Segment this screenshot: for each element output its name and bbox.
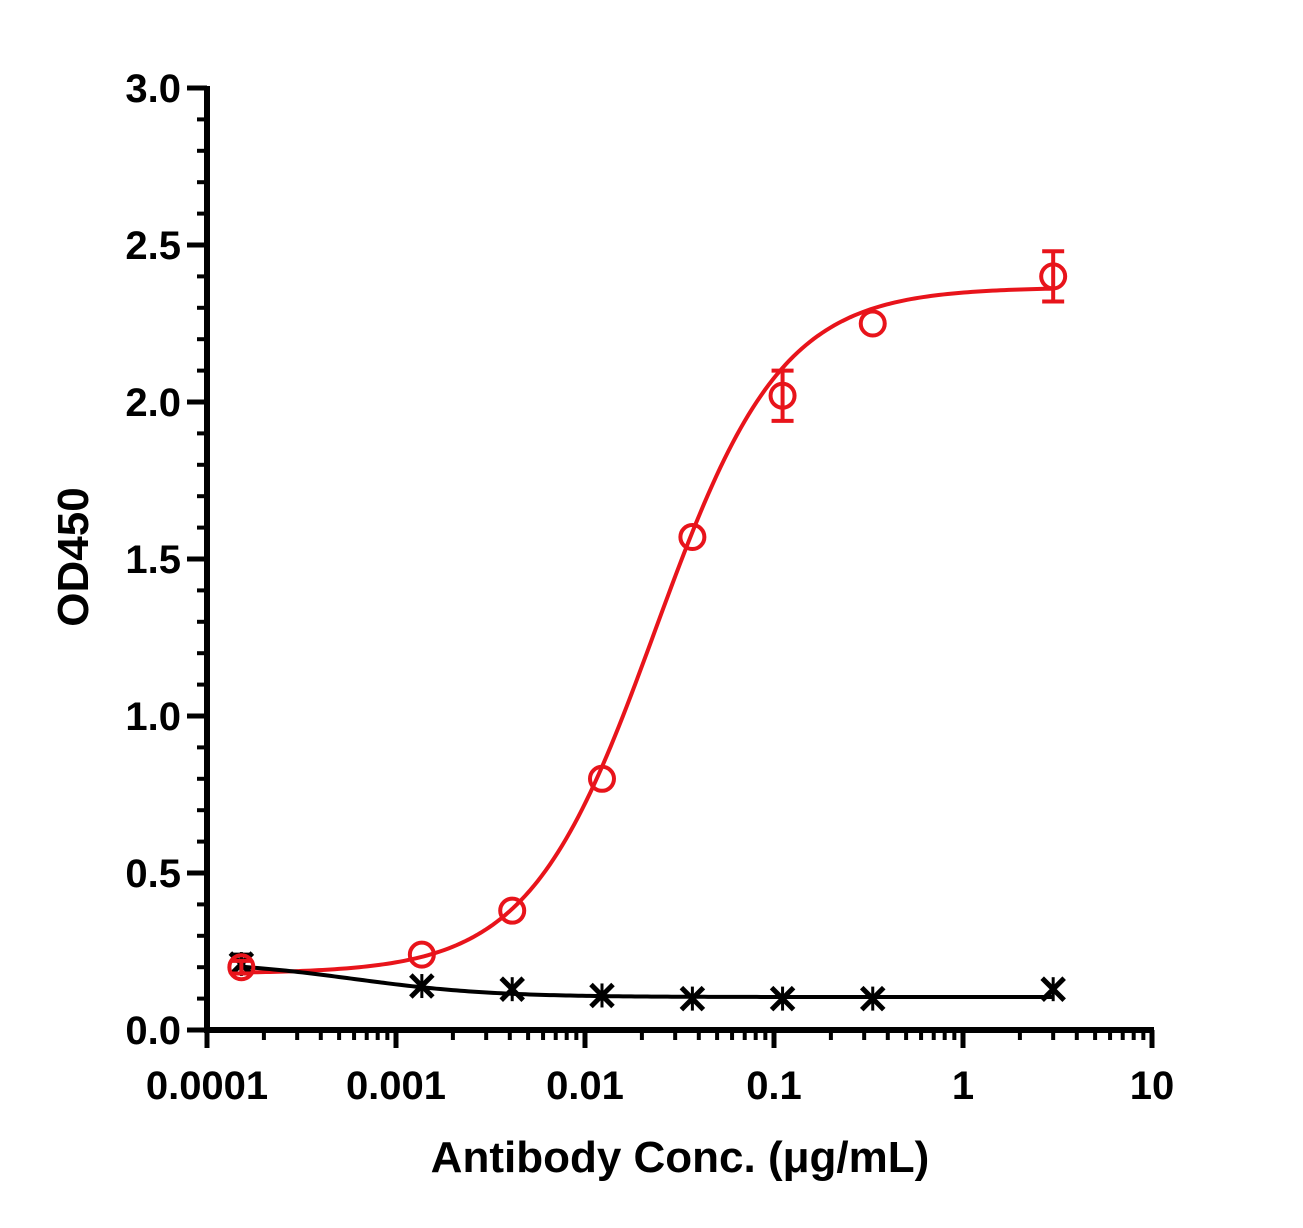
data-point-series-2 — [1040, 976, 1066, 1002]
data-points — [227, 249, 1068, 1012]
y-tick-label: 1.5 — [125, 538, 181, 582]
y-axis: 0.0 0.5 1.0 1.5 2.0 2.5 3.0 — [125, 67, 210, 1053]
open-circle-marker — [858, 309, 887, 338]
open-circle-marker — [227, 953, 256, 982]
data-point-series-2 — [499, 976, 525, 1002]
fit-curve-series-2 — [241, 964, 1054, 1000]
y-tick-label: 3.0 — [125, 67, 181, 111]
data-point-series-1 — [587, 764, 616, 793]
data-point-series-2 — [769, 985, 796, 1012]
x-tick-label: 0.001 — [346, 1064, 446, 1108]
x-tick-label: 1 — [952, 1064, 974, 1108]
open-circle-marker — [498, 896, 527, 925]
open-circle-marker — [587, 764, 616, 793]
data-point-series-2 — [679, 985, 706, 1012]
open-circle-marker — [407, 940, 436, 969]
x-tick-label: 10 — [1130, 1064, 1175, 1108]
y-tick-label: 2.5 — [125, 224, 181, 268]
y-tick-label: 0.0 — [125, 1009, 181, 1053]
x-axis-title: Antibody Conc. (μg/mL) — [431, 1133, 930, 1182]
x-tick-label: 0.01 — [546, 1064, 624, 1108]
data-point-series-1 — [227, 953, 256, 982]
x-axis: 0.0001 0.001 0.01 0.1 1 10 — [146, 1027, 1175, 1108]
y-tick-label: 0.5 — [125, 852, 181, 896]
x-tick-label: 0.1 — [746, 1064, 802, 1108]
data-point-series-1 — [498, 896, 527, 925]
y-axis-title: OD450 — [49, 487, 98, 626]
data-point-series-1 — [858, 309, 887, 338]
data-point-series-1 — [678, 523, 707, 552]
open-circle-marker — [768, 381, 797, 410]
data-point-series-1 — [768, 368, 797, 423]
open-circle-marker — [1039, 262, 1068, 291]
data-point-series-2 — [589, 982, 615, 1009]
open-circle-marker — [678, 523, 707, 552]
data-point-series-2 — [409, 973, 435, 999]
fit-curve-series-1 — [241, 286, 1054, 975]
fit-curves — [241, 286, 1054, 1000]
x-tick-label: 0.0001 — [146, 1064, 268, 1108]
data-point-series-2 — [859, 985, 886, 1012]
data-point-series-1 — [407, 940, 436, 969]
y-tick-label: 1.0 — [125, 695, 181, 739]
data-point-series-1 — [1039, 249, 1068, 304]
y-tick-label: 2.0 — [125, 381, 181, 425]
